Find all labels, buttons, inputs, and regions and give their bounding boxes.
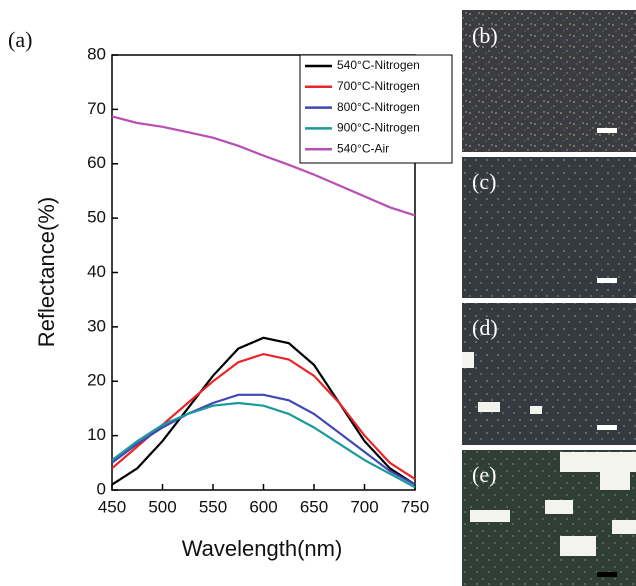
panel-label: (a) [8, 27, 32, 52]
x-tick-label: 750 [401, 497, 429, 516]
legend-label: 540°C-Nitrogen [337, 58, 420, 72]
legend-label: 540°C-Air [337, 141, 389, 155]
image-d [462, 303, 636, 445]
series-line [111, 401, 416, 489]
y-axis-label: Reflectance(%) [34, 197, 59, 347]
y-tick-label: 30 [87, 316, 106, 335]
image-c [462, 157, 636, 298]
x-tick-label: 600 [249, 497, 277, 516]
panel-label: (c) [472, 169, 496, 194]
y-tick-label: 50 [87, 208, 106, 227]
y-tick-label: 40 [87, 262, 106, 281]
x-axis-label: Wavelength(nm) [182, 536, 343, 561]
scale-bar [597, 572, 617, 577]
legend-box [299, 54, 453, 164]
micrographs [462, 10, 636, 586]
series-line [111, 352, 416, 481]
x-tick-label: 450 [98, 497, 126, 516]
y-tick-label: 70 [87, 99, 106, 118]
panel-label: (b) [472, 23, 498, 48]
x-tick-label: 550 [199, 497, 227, 516]
y-tick-label: 10 [87, 425, 106, 444]
series-line [111, 336, 416, 486]
x-tick-label: 700 [350, 497, 378, 516]
legend-label: 800°C-Nitrogen [337, 100, 420, 114]
panel-label: (e) [472, 462, 496, 487]
series-line [111, 393, 416, 486]
legend-label: 900°C-Nitrogen [337, 121, 420, 135]
y-tick-label: 60 [87, 153, 106, 172]
scale-bar [597, 425, 617, 430]
x-tick-label: 500 [148, 497, 176, 516]
y-tick-label: 20 [87, 371, 106, 390]
scale-bar [597, 278, 617, 283]
y-tick-label: 80 [87, 44, 106, 63]
bright-regions [462, 352, 636, 556]
panel-label: (d) [472, 315, 498, 340]
y-tick-label: 0 [97, 479, 106, 498]
legend-label: 700°C-Nitrogen [337, 79, 420, 93]
x-tick-label: 650 [300, 497, 328, 516]
scale-bar [597, 128, 617, 133]
series-line [111, 115, 416, 217]
